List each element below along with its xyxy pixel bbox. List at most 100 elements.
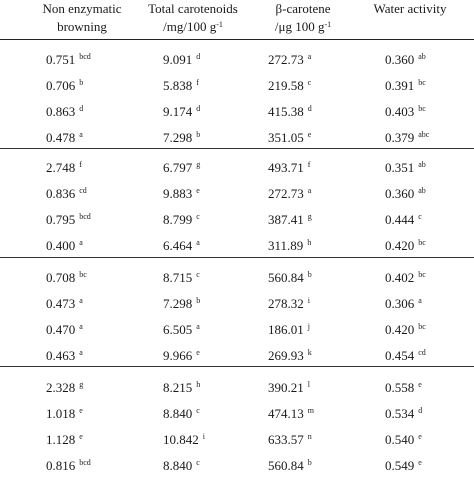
table-row: 0.708 bc 8.715 c 560.84 b 0.402 bc: [0, 268, 474, 288]
table-cell: 1.128 e: [46, 430, 83, 452]
cell-value: 0.816: [46, 458, 76, 473]
cell-superscript: b: [196, 130, 201, 139]
cell-superscript: e: [79, 432, 83, 441]
cell-value: 0.360: [385, 52, 415, 67]
table-cell: 0.351 ab: [385, 158, 426, 180]
table-cell: 10.842 i: [163, 430, 205, 452]
cell-value: 0.463: [46, 348, 76, 363]
table-cell: 493.71 f: [268, 158, 310, 180]
table-cell: 560.84 b: [268, 268, 312, 290]
cell-superscript: b: [79, 78, 84, 87]
table-cell: 6.797 g: [163, 158, 200, 180]
table-row: 0.473 a 7.298 b 278.32 i 0.306 a: [0, 294, 474, 314]
cell-superscript: d: [79, 104, 84, 113]
header-water-activity: Water activity: [360, 0, 460, 18]
cell-value: 0.360: [385, 186, 415, 201]
cell-superscript: bc: [418, 238, 426, 247]
cell-superscript: f: [79, 160, 82, 169]
cell-superscript: ab: [418, 160, 426, 169]
cell-value: 387.41: [268, 212, 304, 227]
cell-superscript: f: [307, 160, 311, 169]
table-cell: 0.379 abc: [385, 128, 429, 150]
cell-superscript: bcd: [79, 458, 91, 467]
cell-superscript: g: [307, 212, 312, 221]
cell-superscript: bc: [418, 78, 426, 87]
cell-value: 0.400: [46, 238, 76, 253]
table-cell: 0.836 cd: [46, 184, 87, 206]
cell-superscript: a: [196, 238, 200, 247]
table-cell: 9.091 d: [163, 50, 200, 72]
cell-value: 493.71: [268, 160, 304, 175]
table-cell: 8.715 c: [163, 268, 200, 290]
cell-value: 10.842: [163, 432, 199, 447]
cell-superscript: l: [307, 380, 310, 389]
cell-value: 8.840: [163, 406, 193, 421]
cell-value: 0.454: [385, 348, 415, 363]
table-cell: 0.795 bcd: [46, 210, 91, 232]
table-cell: 278.32 i: [268, 294, 310, 316]
table-cell: 0.540 e: [385, 430, 422, 452]
table-row: 0.478 a 7.298 b 351.05 e 0.379 abc: [0, 128, 474, 148]
table-cell: 0.420 bc: [385, 320, 426, 342]
table-row: 0.836 cd 9.883 e 272.73 a 0.360 ab: [0, 184, 474, 204]
header-line1: β-carotene: [275, 1, 331, 16]
table-cell: 0.470 a: [46, 320, 83, 342]
table-cell: 2.748 f: [46, 158, 82, 180]
table-row: 0.751 bcd 9.091 d 272.73 a 0.360 ab: [0, 50, 474, 70]
table-cell: 0.463 a: [46, 346, 83, 368]
table-cell: 0.306 a: [385, 294, 422, 316]
table-rule: [0, 148, 474, 149]
table-cell: 2.328 g: [46, 378, 83, 400]
table-cell: 0.444 c: [385, 210, 422, 232]
table-cell: 0.360 ab: [385, 50, 426, 72]
cell-superscript: c: [196, 270, 200, 279]
cell-superscript: bcd: [79, 52, 91, 61]
table-row: 0.470 a 6.505 a 186.01 j 0.420 bc: [0, 320, 474, 340]
cell-superscript: cd: [418, 348, 426, 357]
table-row: 2.748 f 6.797 g 493.71 f 0.351 ab: [0, 158, 474, 178]
cell-superscript: k: [307, 348, 312, 357]
cell-value: 474.13: [268, 406, 304, 421]
cell-superscript: a: [307, 186, 312, 195]
cell-value: 0.420: [385, 238, 415, 253]
table-cell: 390.21 l: [268, 378, 310, 400]
table-row: 1.018 e 8.840 c 474.13 m 0.534 d: [0, 404, 474, 424]
cell-superscript: cd: [79, 186, 87, 195]
cell-value: 633.57: [268, 432, 304, 447]
cell-superscript: c: [418, 212, 422, 221]
cell-value: 0.558: [385, 380, 415, 395]
cell-value: 0.473: [46, 296, 76, 311]
cell-superscript: d: [196, 104, 201, 113]
header-unit-sup: -1: [216, 20, 223, 29]
cell-superscript: d: [418, 406, 423, 415]
table-cell: 311.89 h: [268, 236, 311, 258]
cell-value: 0.706: [46, 78, 76, 93]
cell-superscript: a: [79, 322, 83, 331]
cell-superscript: b: [196, 296, 201, 305]
cell-value: 7.298: [163, 130, 193, 145]
cell-superscript: abc: [418, 130, 430, 139]
cell-value: 272.73: [268, 186, 304, 201]
table-row: 2.328 g 8.215 h 390.21 l 0.558 e: [0, 378, 474, 398]
table-row: 0.400 a 6.464 a 311.89 h 0.420 bc: [0, 236, 474, 256]
cell-value: 390.21: [268, 380, 304, 395]
table-cell: 474.13 m: [268, 404, 314, 426]
cell-value: 9.883: [163, 186, 193, 201]
cell-superscript: c: [196, 406, 200, 415]
cell-superscript: ab: [418, 52, 426, 61]
cell-value: 272.73: [268, 52, 304, 67]
cell-value: 0.549: [385, 458, 415, 473]
cell-value: 0.795: [46, 212, 76, 227]
cell-value: 0.379: [385, 130, 415, 145]
cell-superscript: e: [307, 130, 312, 139]
table-cell: 0.473 a: [46, 294, 83, 316]
header-line2: /μg 100 g: [274, 19, 325, 34]
cell-value: 6.464: [163, 238, 193, 253]
header-line1: Total carotenoids: [148, 1, 238, 16]
table-row: 0.463 a 9.966 e 269.93 k 0.454 cd: [0, 346, 474, 366]
cell-superscript: c: [307, 78, 312, 87]
table-cell: 0.420 bc: [385, 236, 426, 258]
cell-superscript: e: [418, 380, 422, 389]
cell-superscript: d: [307, 104, 312, 113]
table-cell: 0.708 bc: [46, 268, 87, 290]
